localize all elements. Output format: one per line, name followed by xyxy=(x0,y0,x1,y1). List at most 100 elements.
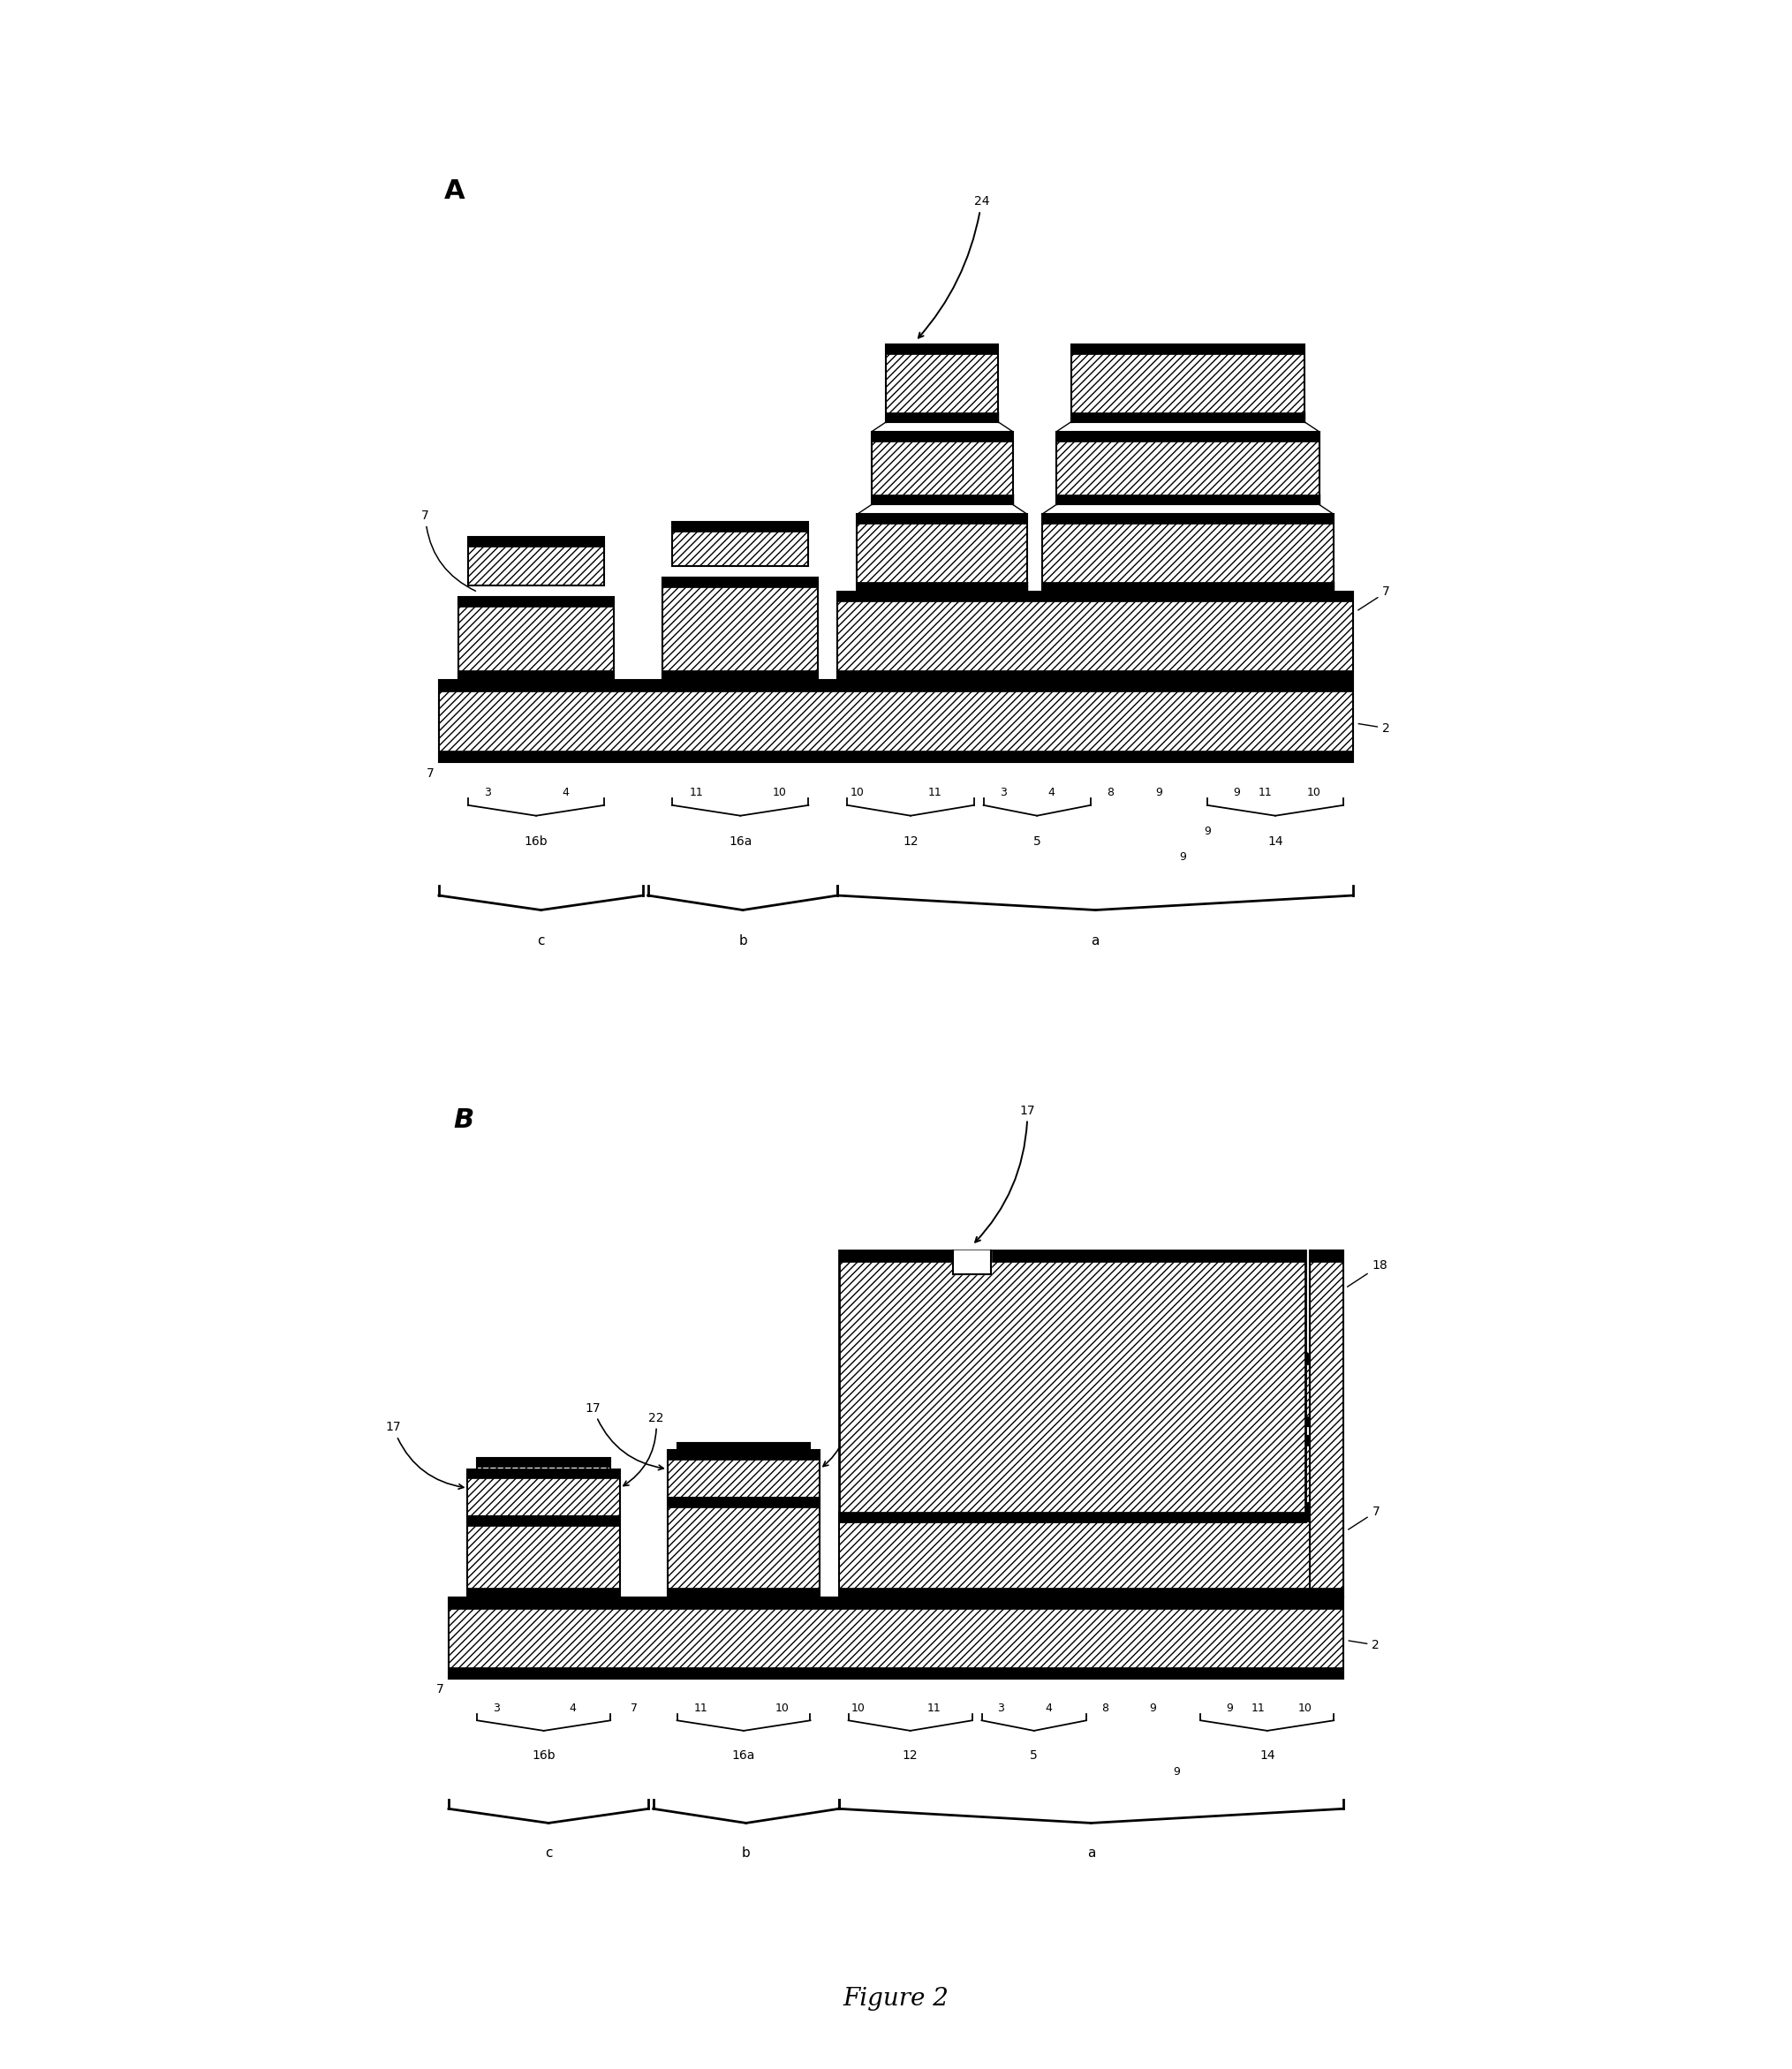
Bar xyxy=(468,1517,620,1597)
Bar xyxy=(858,1436,1025,1512)
Bar xyxy=(839,1512,1344,1521)
Text: 9: 9 xyxy=(1156,786,1161,799)
Bar xyxy=(668,1589,821,1597)
Bar xyxy=(459,596,615,679)
Text: 7: 7 xyxy=(1348,1506,1380,1529)
Text: 9: 9 xyxy=(1174,1767,1181,1777)
Text: 7: 7 xyxy=(421,509,475,592)
Bar xyxy=(1068,1268,1296,1345)
Text: 3: 3 xyxy=(484,786,491,799)
Text: 10: 10 xyxy=(772,786,787,799)
Bar xyxy=(439,679,1353,761)
Text: 10: 10 xyxy=(774,1703,788,1713)
Text: a: a xyxy=(1088,1848,1095,1860)
Text: 12: 12 xyxy=(903,836,918,848)
Bar xyxy=(1054,1355,1310,1363)
Bar xyxy=(448,1597,1344,1610)
Bar xyxy=(672,521,808,565)
Bar xyxy=(468,1469,620,1517)
Bar xyxy=(887,1268,996,1279)
Text: 7: 7 xyxy=(435,1684,444,1695)
Text: 4: 4 xyxy=(563,786,568,799)
Bar xyxy=(1310,1250,1344,1597)
Bar xyxy=(887,1337,996,1345)
Text: 11: 11 xyxy=(694,1703,708,1713)
Bar xyxy=(1057,432,1319,505)
Bar xyxy=(1068,1268,1296,1279)
Text: c: c xyxy=(545,1848,552,1860)
Text: c: c xyxy=(538,935,545,948)
Text: 4: 4 xyxy=(1045,1703,1052,1713)
Bar xyxy=(448,1597,1344,1678)
Text: 11: 11 xyxy=(928,786,943,799)
Bar xyxy=(468,1589,620,1597)
Bar xyxy=(1041,515,1333,523)
Text: b: b xyxy=(742,1848,751,1860)
Bar xyxy=(837,592,1353,602)
Text: b: b xyxy=(738,935,747,948)
Text: 10: 10 xyxy=(849,786,864,799)
Bar xyxy=(663,577,819,588)
Text: 7: 7 xyxy=(1358,586,1391,610)
Bar xyxy=(837,670,1353,679)
Text: 17: 17 xyxy=(586,1403,663,1469)
Text: Figure 2: Figure 2 xyxy=(842,1986,950,2011)
Bar xyxy=(887,1268,996,1345)
Text: 3: 3 xyxy=(996,1703,1004,1713)
Bar xyxy=(459,596,615,606)
Text: 8: 8 xyxy=(1102,1703,1109,1713)
Bar xyxy=(858,1436,1025,1444)
Bar xyxy=(871,432,1012,505)
Bar xyxy=(1310,1589,1344,1597)
Text: 11: 11 xyxy=(690,786,704,799)
Bar xyxy=(873,1355,1011,1363)
Bar xyxy=(1072,343,1305,422)
Bar xyxy=(677,1444,810,1486)
Bar xyxy=(1039,1436,1324,1512)
Bar xyxy=(439,679,1353,691)
Bar xyxy=(477,1457,611,1504)
Bar xyxy=(1039,1502,1324,1512)
Bar xyxy=(668,1450,821,1498)
Bar xyxy=(887,343,998,422)
Text: A: A xyxy=(444,178,464,205)
Bar xyxy=(468,1469,620,1479)
Text: 24: 24 xyxy=(918,197,989,337)
Text: 9: 9 xyxy=(1149,1703,1156,1713)
Bar xyxy=(1041,515,1333,592)
Bar xyxy=(1041,581,1333,592)
Text: 16a: 16a xyxy=(733,1750,756,1763)
Bar xyxy=(837,592,1353,679)
Bar xyxy=(871,432,1012,441)
Bar xyxy=(448,1668,1344,1678)
Bar xyxy=(873,1417,1011,1426)
Text: 3: 3 xyxy=(493,1703,500,1713)
Bar xyxy=(858,1502,1025,1512)
Text: 17: 17 xyxy=(385,1421,464,1490)
Bar xyxy=(459,670,615,679)
Bar xyxy=(873,1355,1011,1426)
Text: 2: 2 xyxy=(1349,1639,1380,1651)
Text: 11: 11 xyxy=(926,1703,941,1713)
Bar xyxy=(839,1512,1344,1597)
Bar xyxy=(857,515,1027,592)
Bar xyxy=(672,521,808,532)
Bar xyxy=(663,670,819,679)
Bar xyxy=(1057,494,1319,505)
Text: 16b: 16b xyxy=(525,836,548,848)
Text: 18: 18 xyxy=(1348,1260,1387,1287)
Bar xyxy=(839,1250,1305,1262)
Text: 9: 9 xyxy=(1233,786,1240,799)
Bar xyxy=(668,1498,821,1506)
Text: 3: 3 xyxy=(1000,786,1007,799)
Bar xyxy=(468,536,604,586)
Bar xyxy=(663,577,819,679)
Text: 5: 5 xyxy=(1030,1750,1038,1763)
Bar xyxy=(468,1517,620,1527)
Bar xyxy=(1054,1417,1310,1426)
Bar xyxy=(668,1450,821,1459)
Bar xyxy=(839,1512,1305,1521)
Text: 11: 11 xyxy=(1258,786,1272,799)
Text: 2: 2 xyxy=(1358,722,1391,734)
Bar xyxy=(477,1457,611,1467)
